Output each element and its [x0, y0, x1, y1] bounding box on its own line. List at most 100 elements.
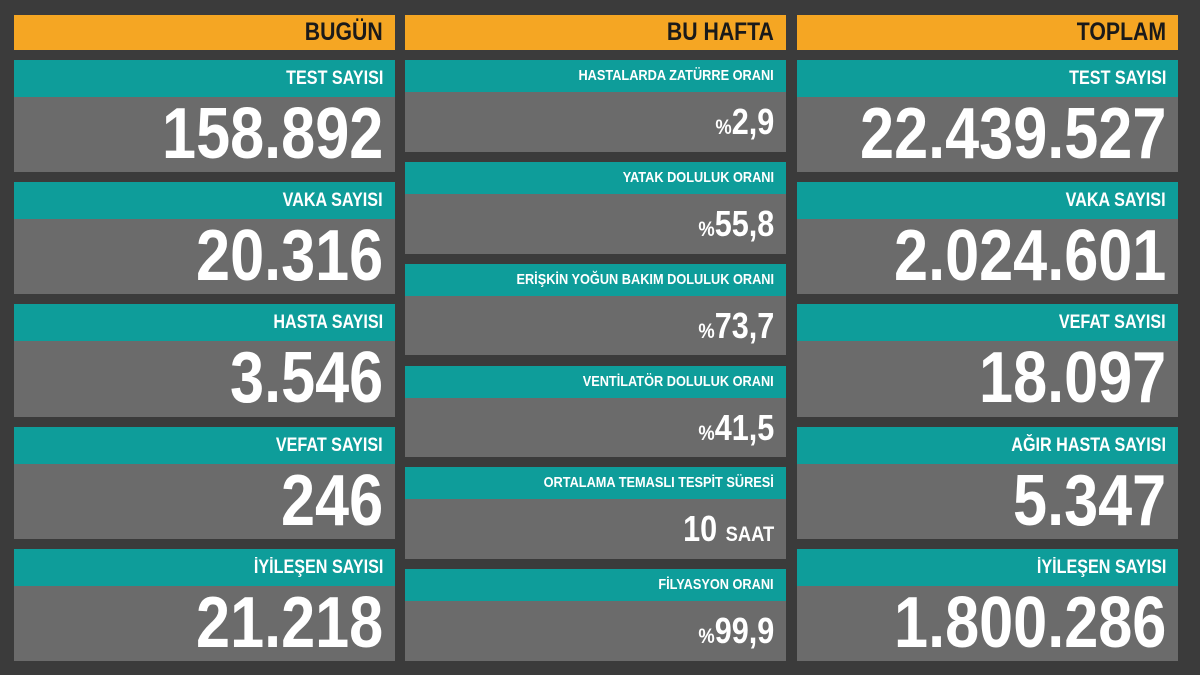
stat-label: İYİLEŞEN SAYISI: [797, 548, 1178, 586]
label-text: ORTALAMA TEMASLI TESPİT SÜRESİ: [543, 474, 774, 492]
value-prefix: %: [698, 215, 715, 241]
stat-value: %55,8: [405, 193, 786, 254]
value-text: 246: [280, 460, 383, 541]
stat-card: HASTA SAYISI 3.546: [14, 304, 395, 417]
stat-label: ORTALAMA TEMASLI TESPİT SÜRESİ: [405, 467, 786, 500]
value-text: 21.218: [195, 582, 383, 663]
value-wrap: 1.800.286: [893, 582, 1166, 663]
value-text: 41,5: [714, 406, 774, 448]
label-text: HASTALARDA ZATÜRRE ORANI: [578, 67, 774, 84]
value-text: 10: [682, 508, 717, 550]
stat-card: HASTALARDA ZATÜRRE ORANI %2,9: [405, 60, 786, 152]
label-text: YATAK DOLULUK ORANI: [622, 168, 774, 186]
column-header: BU HAFTA: [405, 15, 786, 50]
stat-card: VAKA SAYISI 20.316: [14, 182, 395, 295]
stat-label: AĞIR HASTA SAYISI: [797, 426, 1178, 464]
stat-label: ERİŞKİN YOĞUN BAKIM DOLULUK ORANI: [405, 263, 786, 296]
stat-label: İYİLEŞEN SAYISI: [14, 548, 395, 586]
stat-card: YATAK DOLULUK ORANI %55,8: [405, 161, 786, 254]
value-wrap: %73,7: [698, 296, 774, 361]
stat-label: FİLYASYON ORANI: [405, 569, 786, 602]
stat-label: VAKA SAYISI: [797, 182, 1178, 220]
value-wrap: 10 SAAT: [683, 499, 774, 564]
label-text: TEST SAYISI: [1068, 68, 1166, 89]
stat-value: 246: [14, 460, 395, 541]
stat-value: 2.024.601: [797, 219, 1178, 295]
header-title: TOPLAM: [1076, 18, 1166, 46]
stat-label: TEST SAYISI: [14, 60, 395, 97]
label-text: VAKA SAYISI: [1066, 190, 1166, 212]
value-text: 22.439.527: [859, 94, 1166, 174]
value-wrap: %55,8: [698, 194, 774, 259]
value-wrap: %99,9: [698, 601, 774, 666]
value-text: 18.097: [978, 338, 1166, 419]
stat-card: FİLYASYON ORANI %99,9: [405, 569, 786, 661]
stat-value: %2,9: [405, 92, 786, 152]
stat-card: İYİLEŞEN SAYISI 1.800.286: [797, 548, 1178, 663]
value-prefix: %: [698, 419, 715, 445]
value-text: 1.800.286: [893, 582, 1166, 663]
label-text: VEFAT SAYISI: [1059, 312, 1166, 334]
label-text: ERİŞKİN YOĞUN BAKIM DOLULUK ORANI: [516, 270, 774, 288]
value-wrap: 2.024.601: [894, 219, 1166, 294]
stat-value: 1.800.286: [797, 582, 1178, 663]
value-text: 73,7: [714, 304, 774, 346]
stat-value: 10 SAAT: [405, 499, 786, 560]
value-wrap: 22.439.527: [859, 94, 1166, 174]
label-text: VENTİLATÖR DOLULUK ORANI: [582, 372, 774, 390]
value-prefix: %: [698, 623, 715, 649]
stat-label: HASTALARDA ZATÜRRE ORANI: [405, 60, 786, 92]
label-text: İYİLEŞEN SAYISI: [1036, 556, 1166, 578]
stat-label: VAKA SAYISI: [14, 182, 395, 220]
stat-label: VENTİLATÖR DOLULUK ORANI: [405, 365, 786, 398]
value-text: 3.546: [229, 338, 383, 419]
value-text: 99,9: [714, 610, 774, 652]
stat-card: AĞIR HASTA SAYISI 5.347: [797, 426, 1178, 541]
value-wrap: 18.097: [979, 341, 1166, 416]
stat-card: ERİŞKİN YOĞUN BAKIM DOLULUK ORANI %73,7: [405, 263, 786, 356]
value-wrap: 21.218: [195, 582, 383, 663]
value-prefix: %: [698, 317, 715, 343]
stat-card: VEFAT SAYISI 246: [14, 426, 395, 541]
stat-value: 18.097: [797, 341, 1178, 417]
stat-label: HASTA SAYISI: [14, 304, 395, 342]
label-text: AĞIR HASTA SAYISI: [1011, 434, 1166, 456]
value-wrap: 3.546: [230, 341, 383, 416]
stat-value: 158.892: [14, 94, 395, 174]
value-wrap: 158.892: [161, 94, 383, 174]
value-wrap: %2,9: [715, 92, 774, 157]
stat-value: 3.546: [14, 341, 395, 417]
header-title: BU HAFTA: [666, 18, 774, 46]
stat-card: TEST SAYISI 158.892: [14, 60, 395, 174]
stat-value: 5.347: [797, 460, 1178, 541]
stat-card: İYİLEŞEN SAYISI 21.218: [14, 548, 395, 663]
label-text: HASTA SAYISI: [273, 312, 383, 334]
value-text: 2,9: [731, 101, 774, 142]
stat-card: VAKA SAYISI 2.024.601: [797, 182, 1178, 295]
value-text: 5.347: [1012, 460, 1166, 541]
label-text: İYİLEŞEN SAYISI: [253, 556, 383, 578]
stat-label: VEFAT SAYISI: [797, 304, 1178, 342]
value-text: 158.892: [161, 94, 383, 174]
label-text: FİLYASYON ORANI: [658, 576, 774, 594]
label-text: VAKA SAYISI: [283, 190, 383, 212]
value-wrap: 5.347: [1012, 460, 1166, 541]
stat-value: 20.316: [14, 219, 395, 295]
value-text: 55,8: [714, 202, 774, 244]
stat-value: %73,7: [405, 295, 786, 356]
label-text: VEFAT SAYISI: [276, 434, 383, 456]
stat-label: YATAK DOLULUK ORANI: [405, 161, 786, 194]
label-text: TEST SAYISI: [285, 68, 383, 89]
stat-label: VEFAT SAYISI: [14, 426, 395, 464]
header-title: BUGÜN: [305, 18, 383, 46]
value-wrap: %41,5: [698, 398, 774, 463]
stat-card: VENTİLATÖR DOLULUK ORANI %41,5: [405, 365, 786, 458]
stat-card: VEFAT SAYISI 18.097: [797, 304, 1178, 417]
value-text: 20.316: [195, 216, 383, 297]
stat-value: %41,5: [405, 397, 786, 458]
stat-label: TEST SAYISI: [797, 60, 1178, 97]
stat-card: ORTALAMA TEMASLI TESPİT SÜRESİ 10 SAAT: [405, 467, 786, 560]
value-wrap: 20.316: [196, 219, 383, 294]
stat-value: 21.218: [14, 582, 395, 663]
